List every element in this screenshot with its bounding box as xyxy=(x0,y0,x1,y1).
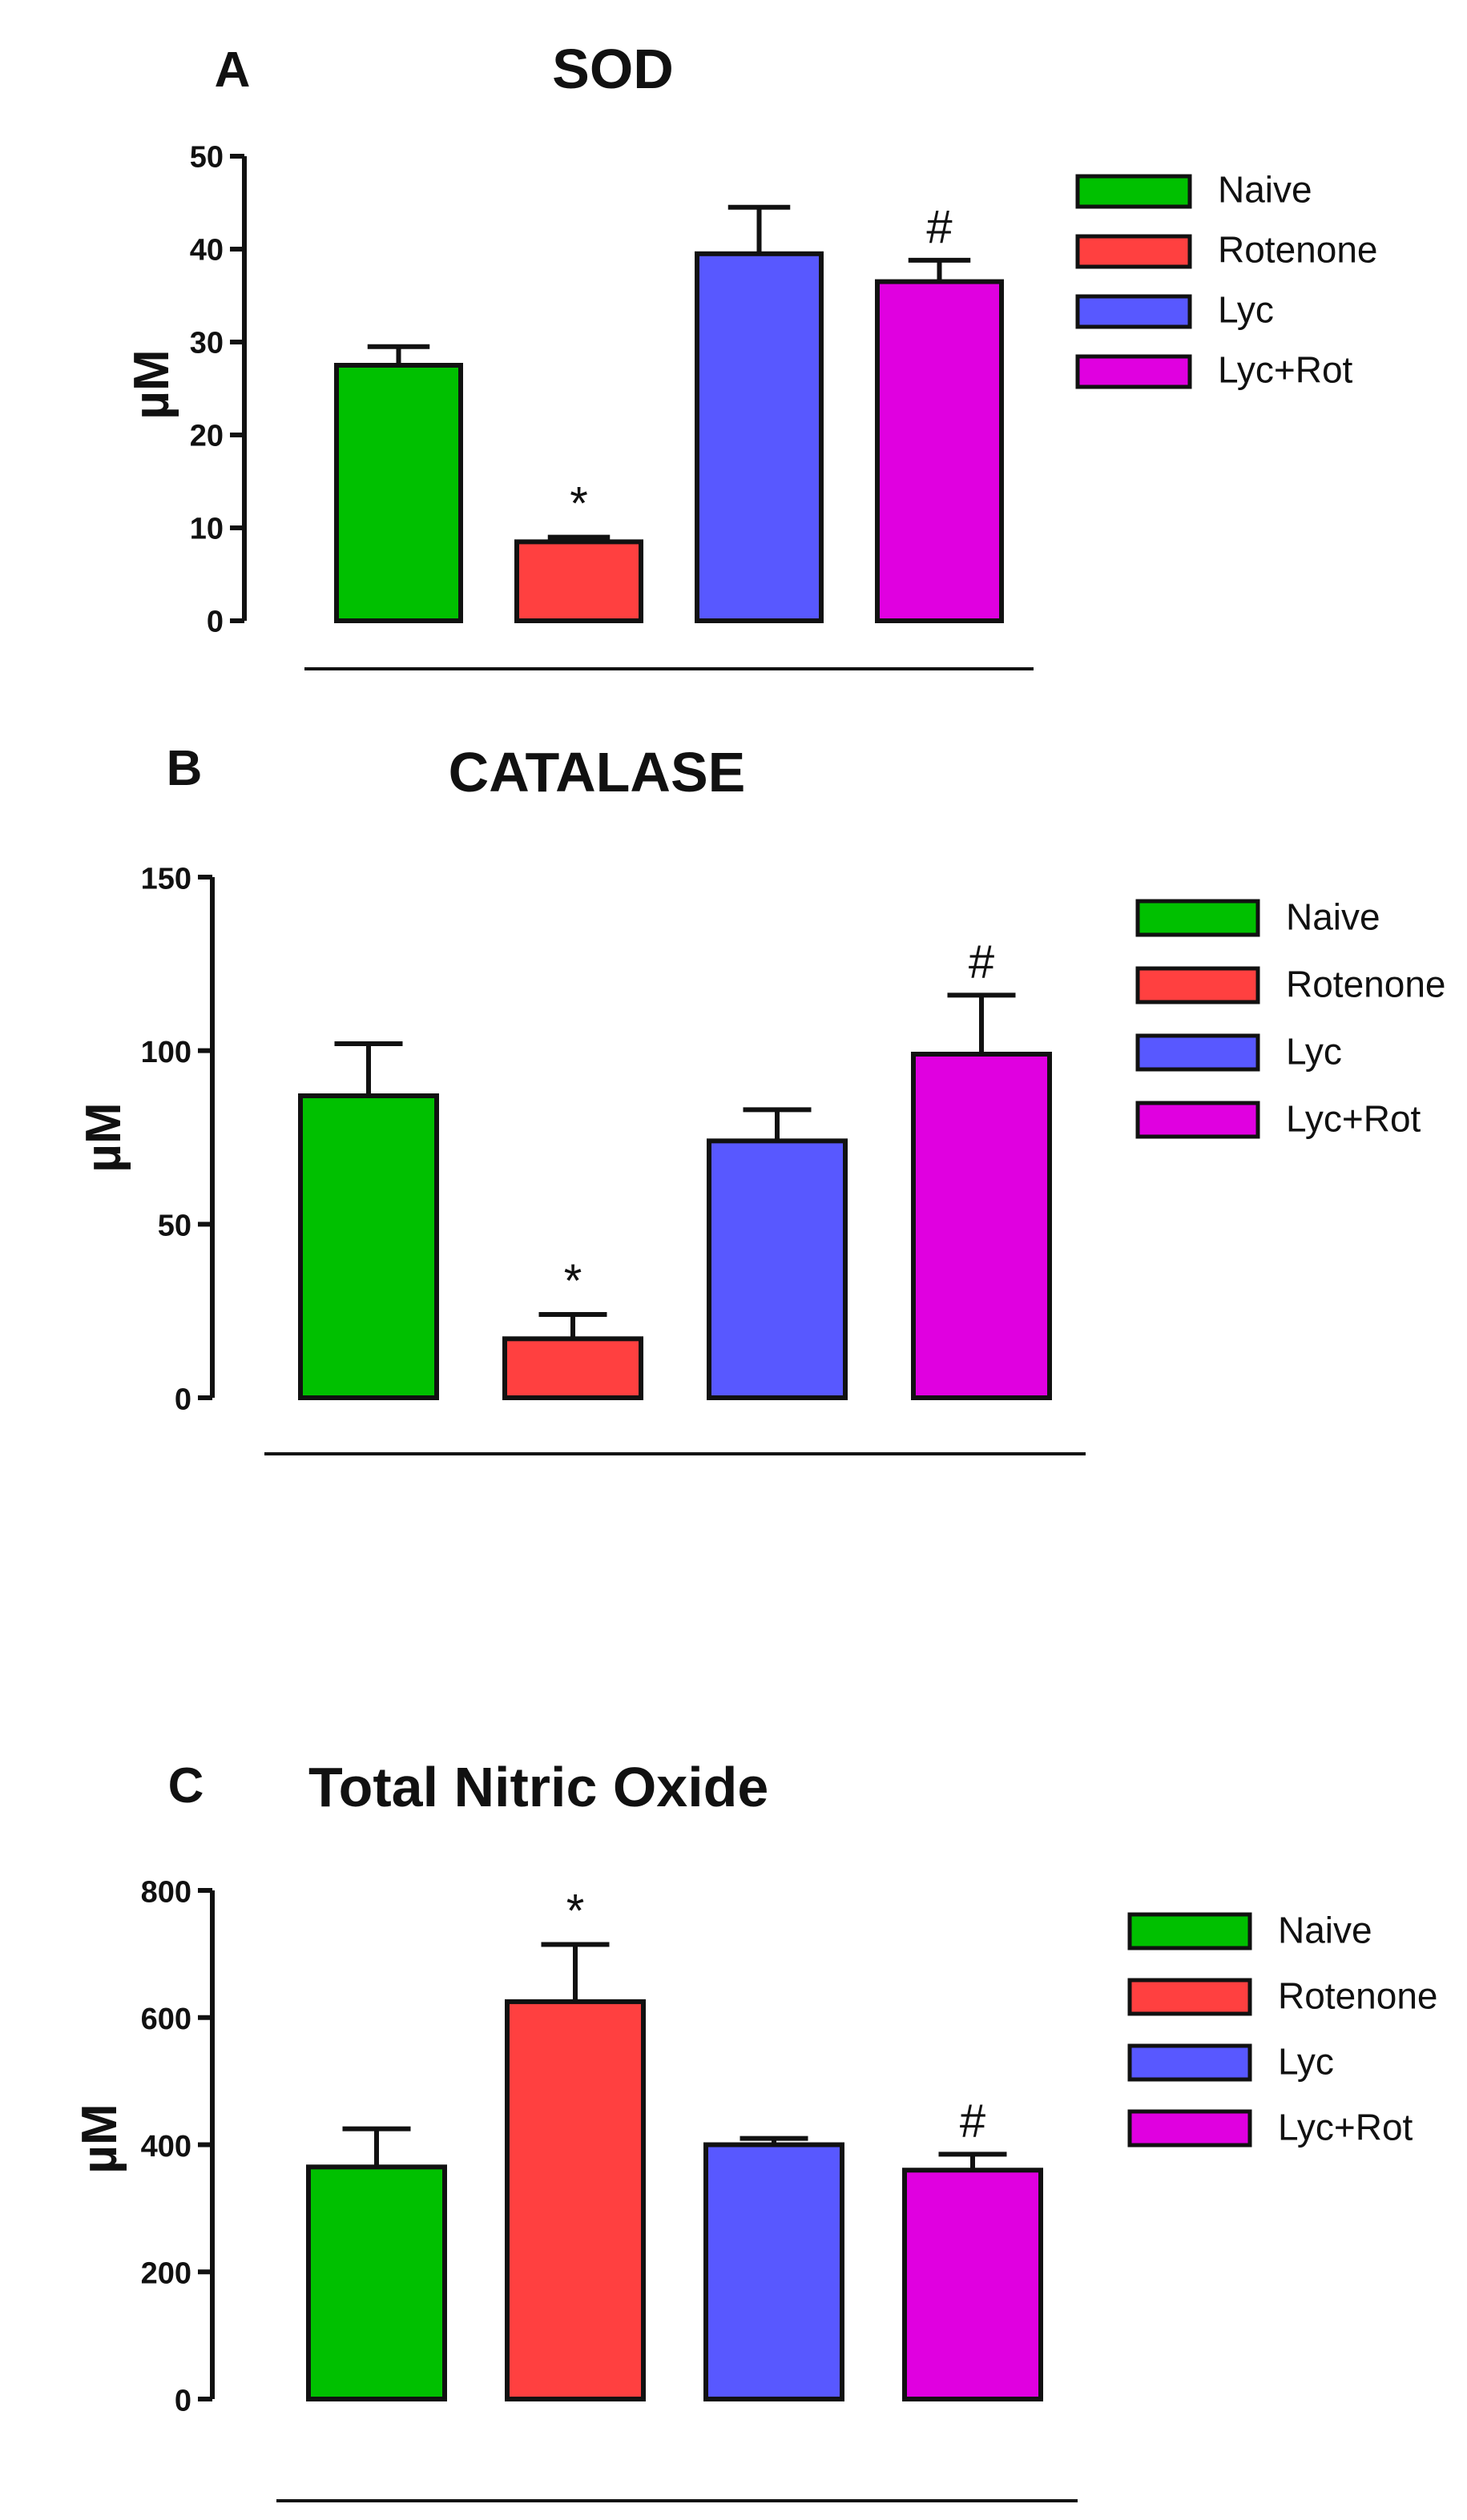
bar-naive xyxy=(334,363,463,623)
legend-swatch-lyc xyxy=(1127,2043,1252,2082)
significance-star: * xyxy=(570,478,588,530)
legend-swatch-naive xyxy=(1135,899,1260,937)
y-tick-label: 800 xyxy=(141,1875,191,1909)
y-tick-label: 0 xyxy=(175,1383,191,1416)
bar-rotenone xyxy=(514,539,643,624)
bar-lyc-rot xyxy=(875,279,1004,623)
legend-label-lyc-rot: Lyc+Rot xyxy=(1286,1098,1421,1140)
legend-label-rotenone: Rotenone xyxy=(1218,228,1378,270)
legend-label-rotenone: Rotenone xyxy=(1278,1975,1438,2017)
chart-title: CATALASE xyxy=(449,741,746,803)
legend-label-naive: Naive xyxy=(1286,896,1380,938)
chart-title: Total Nitric Oxide xyxy=(308,1756,768,1818)
significance-hash: # xyxy=(969,936,994,988)
legend-label-lyc-rot: Lyc+Rot xyxy=(1278,2107,1413,2148)
legend-swatch-rotenone xyxy=(1135,966,1260,1004)
legend-swatch-lyc xyxy=(1135,1033,1260,1072)
significance-star: * xyxy=(564,1255,582,1307)
y-tick-label: 50 xyxy=(190,141,224,175)
significance-hash: # xyxy=(960,2095,985,2147)
significance-hash: # xyxy=(926,201,952,253)
panel-a-sod-chart: A SOD µM 0 10 20 30 40 50 * # Naive Rotenone Lyc Lyc+R… xyxy=(0,0,1467,721)
legend-swatch-rotenone xyxy=(1075,234,1192,269)
legend-swatch-rotenone xyxy=(1127,1978,1252,2016)
panel-b-catalase-chart: B CATALASE µM 0 50 100 150 * # Naive Rotenone Lyc Ly… xyxy=(0,721,1467,1522)
panel-letter: B xyxy=(167,741,203,796)
legend-label-naive: Naive xyxy=(1218,168,1312,210)
y-tick-label: 10 xyxy=(190,513,224,546)
bar-naive xyxy=(306,2164,447,2401)
y-tick-label: 400 xyxy=(141,2130,191,2164)
chart-title: SOD xyxy=(552,38,674,100)
y-tick-label: 150 xyxy=(141,862,191,896)
bar-lyc-rot xyxy=(902,2168,1043,2401)
bar-lyc xyxy=(703,2142,844,2401)
y-tick-label: 200 xyxy=(141,2257,191,2291)
legend-swatch-lyc xyxy=(1075,294,1192,329)
y-tick-label: 0 xyxy=(175,2384,191,2417)
legend-swatch-naive xyxy=(1127,1912,1252,1950)
bar-lyc-rot xyxy=(911,1052,1052,1400)
legend-label-lyc: Lyc xyxy=(1278,2041,1334,2083)
legend-swatch-lyc-rot xyxy=(1127,2109,1252,2148)
bar-rotenone xyxy=(502,1336,643,1400)
y-tick-label: 0 xyxy=(207,606,224,639)
y-axis-label: µM xyxy=(72,2103,127,2173)
legend-label-lyc: Lyc xyxy=(1286,1031,1342,1073)
legend-swatch-lyc-rot xyxy=(1135,1101,1260,1139)
legend-label-lyc-rot: Lyc+Rot xyxy=(1218,348,1353,390)
legend-label-rotenone: Rotenone xyxy=(1286,964,1446,1005)
legend-label-lyc: Lyc xyxy=(1218,288,1274,330)
legend-swatch-lyc-rot xyxy=(1075,354,1192,389)
bar-naive xyxy=(298,1093,439,1400)
y-tick-label: 50 xyxy=(158,1210,191,1243)
y-axis-label: µM xyxy=(124,349,179,419)
y-axis-label: µM xyxy=(76,1102,131,1172)
panel-c-nitric-oxide-chart: C Total Nitric Oxide µM 0 200 400 600 800 * # Naiv… xyxy=(0,1706,1467,2520)
y-tick-label: 100 xyxy=(141,1036,191,1069)
bar-rotenone xyxy=(505,1999,646,2401)
bar-lyc xyxy=(707,1138,848,1400)
panel-letter: A xyxy=(215,42,251,98)
panel-letter: C xyxy=(168,1758,204,1814)
bar-lyc xyxy=(695,251,824,623)
y-tick-label: 30 xyxy=(190,327,224,360)
y-tick-label: 20 xyxy=(190,420,224,453)
y-tick-label: 40 xyxy=(190,234,224,268)
significance-star: * xyxy=(566,1885,585,1937)
y-tick-label: 600 xyxy=(141,2003,191,2036)
legend-label-naive: Naive xyxy=(1278,1910,1372,1951)
legend-swatch-naive xyxy=(1075,174,1192,209)
